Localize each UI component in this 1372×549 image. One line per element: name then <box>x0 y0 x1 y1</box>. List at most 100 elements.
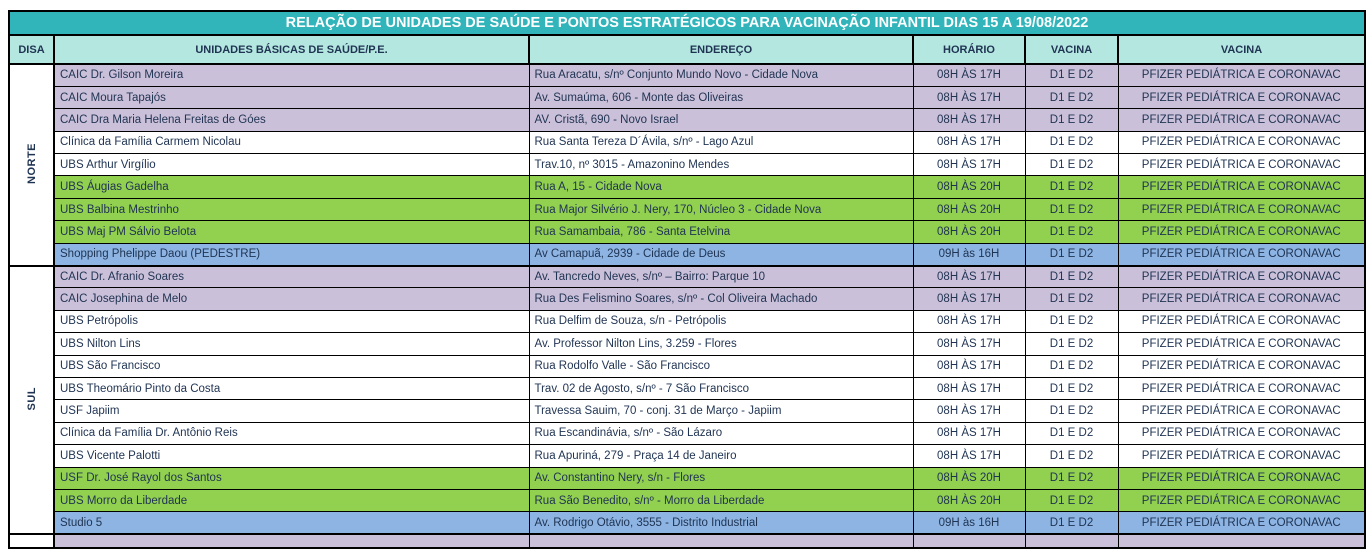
doses-cell: D1 E D2 <box>1024 264 1119 289</box>
column-header-address: ENDEREÇO <box>528 34 914 65</box>
doses-cell: D1 E D2 <box>1024 62 1119 87</box>
doses-cell: D1 E D2 <box>1024 309 1119 334</box>
vaccine-cell: PFIZER PEDIÁTRICA E CORONAVAC <box>1117 444 1366 468</box>
vaccine-cell: PFIZER PEDIÁTRICA E CORONAVAC <box>1117 108 1366 132</box>
hours-cell: 08H ÀS 20H <box>912 488 1026 513</box>
address-cell: Rua A, 15 - Cidade Nova <box>528 175 914 199</box>
unit-cell: CAIC Dra Maria Helena Freitas de Góes <box>53 108 530 132</box>
vaccine-cell: PFIZER PEDIÁTRICA E CORONAVAC <box>1117 421 1366 446</box>
hours-cell <box>912 533 1026 549</box>
vaccine-cell: PFIZER PEDIÁTRICA E CORONAVAC <box>1117 287 1366 311</box>
doses-cell: D1 E D2 <box>1024 242 1119 267</box>
vaccine-cell: PFIZER PEDIÁTRICA E CORONAVAC <box>1117 197 1366 222</box>
hours-cell: 08H ÀS 17H <box>912 130 1026 155</box>
doses-cell: D1 E D2 <box>1024 197 1119 222</box>
unit-cell: Studio 5 <box>53 511 530 535</box>
address-cell: Rua Delfim de Souza, s/n - Petrópolis <box>528 309 914 334</box>
address-cell: Av. Constantino Nery, s/n - Flores <box>528 466 914 490</box>
table-row: UBS Morro da Liberdade Rua São Benedito,… <box>9 488 1366 513</box>
table-title: RELAÇÃO DE UNIDADES DE SAÚDE E PONTOS ES… <box>8 10 1366 36</box>
disa-group-cell: SUL <box>8 264 55 536</box>
vaccine-cell: PFIZER PEDIÁTRICA E CORONAVAC <box>1117 242 1366 267</box>
unit-cell <box>53 533 530 549</box>
vaccine-cell: PFIZER PEDIÁTRICA E CORONAVAC <box>1117 220 1366 244</box>
hours-cell: 08H ÀS 20H <box>912 175 1026 199</box>
hours-cell: 08H ÀS 17H <box>912 264 1026 289</box>
column-header-hours: HORÁRIO <box>912 34 1026 65</box>
unit-cell: USF Japiim <box>53 399 530 423</box>
table-row: Studio 5 Av. Rodrigo Otávio, 3555 - Dist… <box>9 511 1366 535</box>
doses-cell: D1 E D2 <box>1024 220 1119 244</box>
disa-label: SUL <box>25 386 38 411</box>
doses-cell: D1 E D2 <box>1024 108 1119 132</box>
unit-cell: UBS Arthur Virgílio <box>53 153 530 177</box>
doses-cell: D1 E D2 <box>1024 130 1119 155</box>
table-row: UBS Balbina Mestrinho Rua Major Silvério… <box>9 197 1366 222</box>
address-cell: Travessa Sauim, 70 - conj. 31 de Março -… <box>528 399 914 423</box>
hours-cell: 08H ÀS 17H <box>912 421 1026 446</box>
vaccine-cell: PFIZER PEDIÁTRICA E CORONAVAC <box>1117 399 1366 423</box>
hours-cell: 08H ÀS 17H <box>912 399 1026 423</box>
doses-cell: D1 E D2 <box>1024 85 1119 110</box>
table-body: NORTE CAIC Dr. Gilson Moreira Rua Aracatu… <box>8 62 1366 549</box>
unit-cell: CAIC Josephina de Melo <box>53 287 530 311</box>
unit-cell: UBS Morro da Liberdade <box>53 488 530 513</box>
unit-cell: Shopping Phelippe Daou (PEDESTRE) <box>53 242 530 267</box>
column-header-doses: VACINA <box>1024 34 1119 65</box>
address-cell: Av. Sumaúma, 606 - Monte das Oliveiras <box>528 85 914 110</box>
table-row: USF Japiim Travessa Sauim, 70 - conj. 31… <box>9 399 1366 423</box>
vaccination-schedule-table-wrapper: RELAÇÃO DE UNIDADES DE SAÚDE E PONTOS ES… <box>8 10 1366 549</box>
doses-cell: D1 E D2 <box>1024 332 1119 356</box>
address-cell: Rua Rodolfo Valle - São Francisco <box>528 354 914 378</box>
table-row: CAIC Josephina de Melo Rua Des Felismino… <box>9 287 1366 311</box>
table-row: NORTE CAIC Dr. Gilson Moreira Rua Aracatu… <box>8 62 1366 267</box>
doses-cell: D1 E D2 <box>1024 354 1119 378</box>
table-row: SUL CAIC Dr. Afranio Soares Av. Tancredo … <box>8 264 1366 536</box>
vaccine-cell: PFIZER PEDIÁTRICA E CORONAVAC <box>1117 488 1366 513</box>
hours-cell: 08H ÀS 17H <box>912 287 1026 311</box>
table-row: USF Dr. José Rayol dos Santos Av. Consta… <box>9 466 1366 490</box>
hours-cell: 08H ÀS 17H <box>912 62 1026 87</box>
hours-cell: 08H ÀS 17H <box>912 153 1026 177</box>
hours-cell: 08H ÀS 17H <box>912 108 1026 132</box>
vaccine-cell: PFIZER PEDIÁTRICA E CORONAVAC <box>1117 354 1366 378</box>
doses-cell: D1 E D2 <box>1024 421 1119 446</box>
hours-cell: 08H ÀS 17H <box>912 332 1026 356</box>
table-row: UBS Theomário Pinto da Costa Trav. 02 de… <box>9 376 1366 401</box>
vaccine-cell: PFIZER PEDIÁTRICA E CORONAVAC <box>1117 332 1366 356</box>
disa-group-cell <box>8 533 55 549</box>
doses-cell: D1 E D2 <box>1024 399 1119 423</box>
vaccination-schedule-table: RELAÇÃO DE UNIDADES DE SAÚDE E PONTOS ES… <box>8 10 1366 549</box>
doses-cell: D1 E D2 <box>1024 488 1119 513</box>
table-row: UBS Áugias Gadelha Rua A, 15 - Cidade No… <box>9 175 1366 199</box>
doses-cell: D1 E D2 <box>1024 287 1119 311</box>
table-row: UBS Vicente Palotti Rua Apuriná, 279 - P… <box>9 444 1366 468</box>
doses-cell: D1 E D2 <box>1024 511 1119 535</box>
table-row: Shopping Phelippe Daou (PEDESTRE) Av Cam… <box>9 242 1366 267</box>
hours-cell: 08H ÀS 20H <box>912 466 1026 490</box>
vaccine-cell: PFIZER PEDIÁTRICA E CORONAVAC <box>1117 264 1366 289</box>
column-header-vaccine: VACINA <box>1117 34 1366 65</box>
unit-cell: UBS Petrópolis <box>53 309 530 334</box>
unit-cell: CAIC Dr. Gilson Moreira <box>53 62 530 87</box>
unit-cell: UBS Áugias Gadelha <box>53 175 530 199</box>
hours-cell: 08H ÀS 17H <box>912 376 1026 401</box>
address-cell: Rua Des Felismino Soares, s/nº - Col Oli… <box>528 287 914 311</box>
vaccine-cell: PFIZER PEDIÁTRICA E CORONAVAC <box>1117 309 1366 334</box>
vaccine-cell: PFIZER PEDIÁTRICA E CORONAVAC <box>1117 62 1366 87</box>
table-row: UBS Maj PM Sálvio Belota Rua Samambaia, … <box>9 220 1366 244</box>
doses-cell: D1 E D2 <box>1024 466 1119 490</box>
address-cell: Rua Major Silvério J. Nery, 170, Núcleo … <box>528 197 914 222</box>
unit-cell: UBS São Francisco <box>53 354 530 378</box>
address-cell: Rua Escandinávia, s/nº - São Lázaro <box>528 421 914 446</box>
vaccine-cell: PFIZER PEDIÁTRICA E CORONAVAC <box>1117 175 1366 199</box>
vaccine-cell: PFIZER PEDIÁTRICA E CORONAVAC <box>1117 130 1366 155</box>
unit-cell: UBS Vicente Palotti <box>53 444 530 468</box>
unit-cell: UBS Nilton Lins <box>53 332 530 356</box>
table-row: UBS Arthur Virgílio Trav.10, nº 3015 - A… <box>9 153 1366 177</box>
unit-cell: UBS Maj PM Sálvio Belota <box>53 220 530 244</box>
vaccine-cell: PFIZER PEDIÁTRICA E CORONAVAC <box>1117 466 1366 490</box>
address-cell: Rua Apuriná, 279 - Praça 14 de Janeiro <box>528 444 914 468</box>
column-header-disa: DISA <box>8 34 55 65</box>
vaccine-cell: PFIZER PEDIÁTRICA E CORONAVAC <box>1117 376 1366 401</box>
